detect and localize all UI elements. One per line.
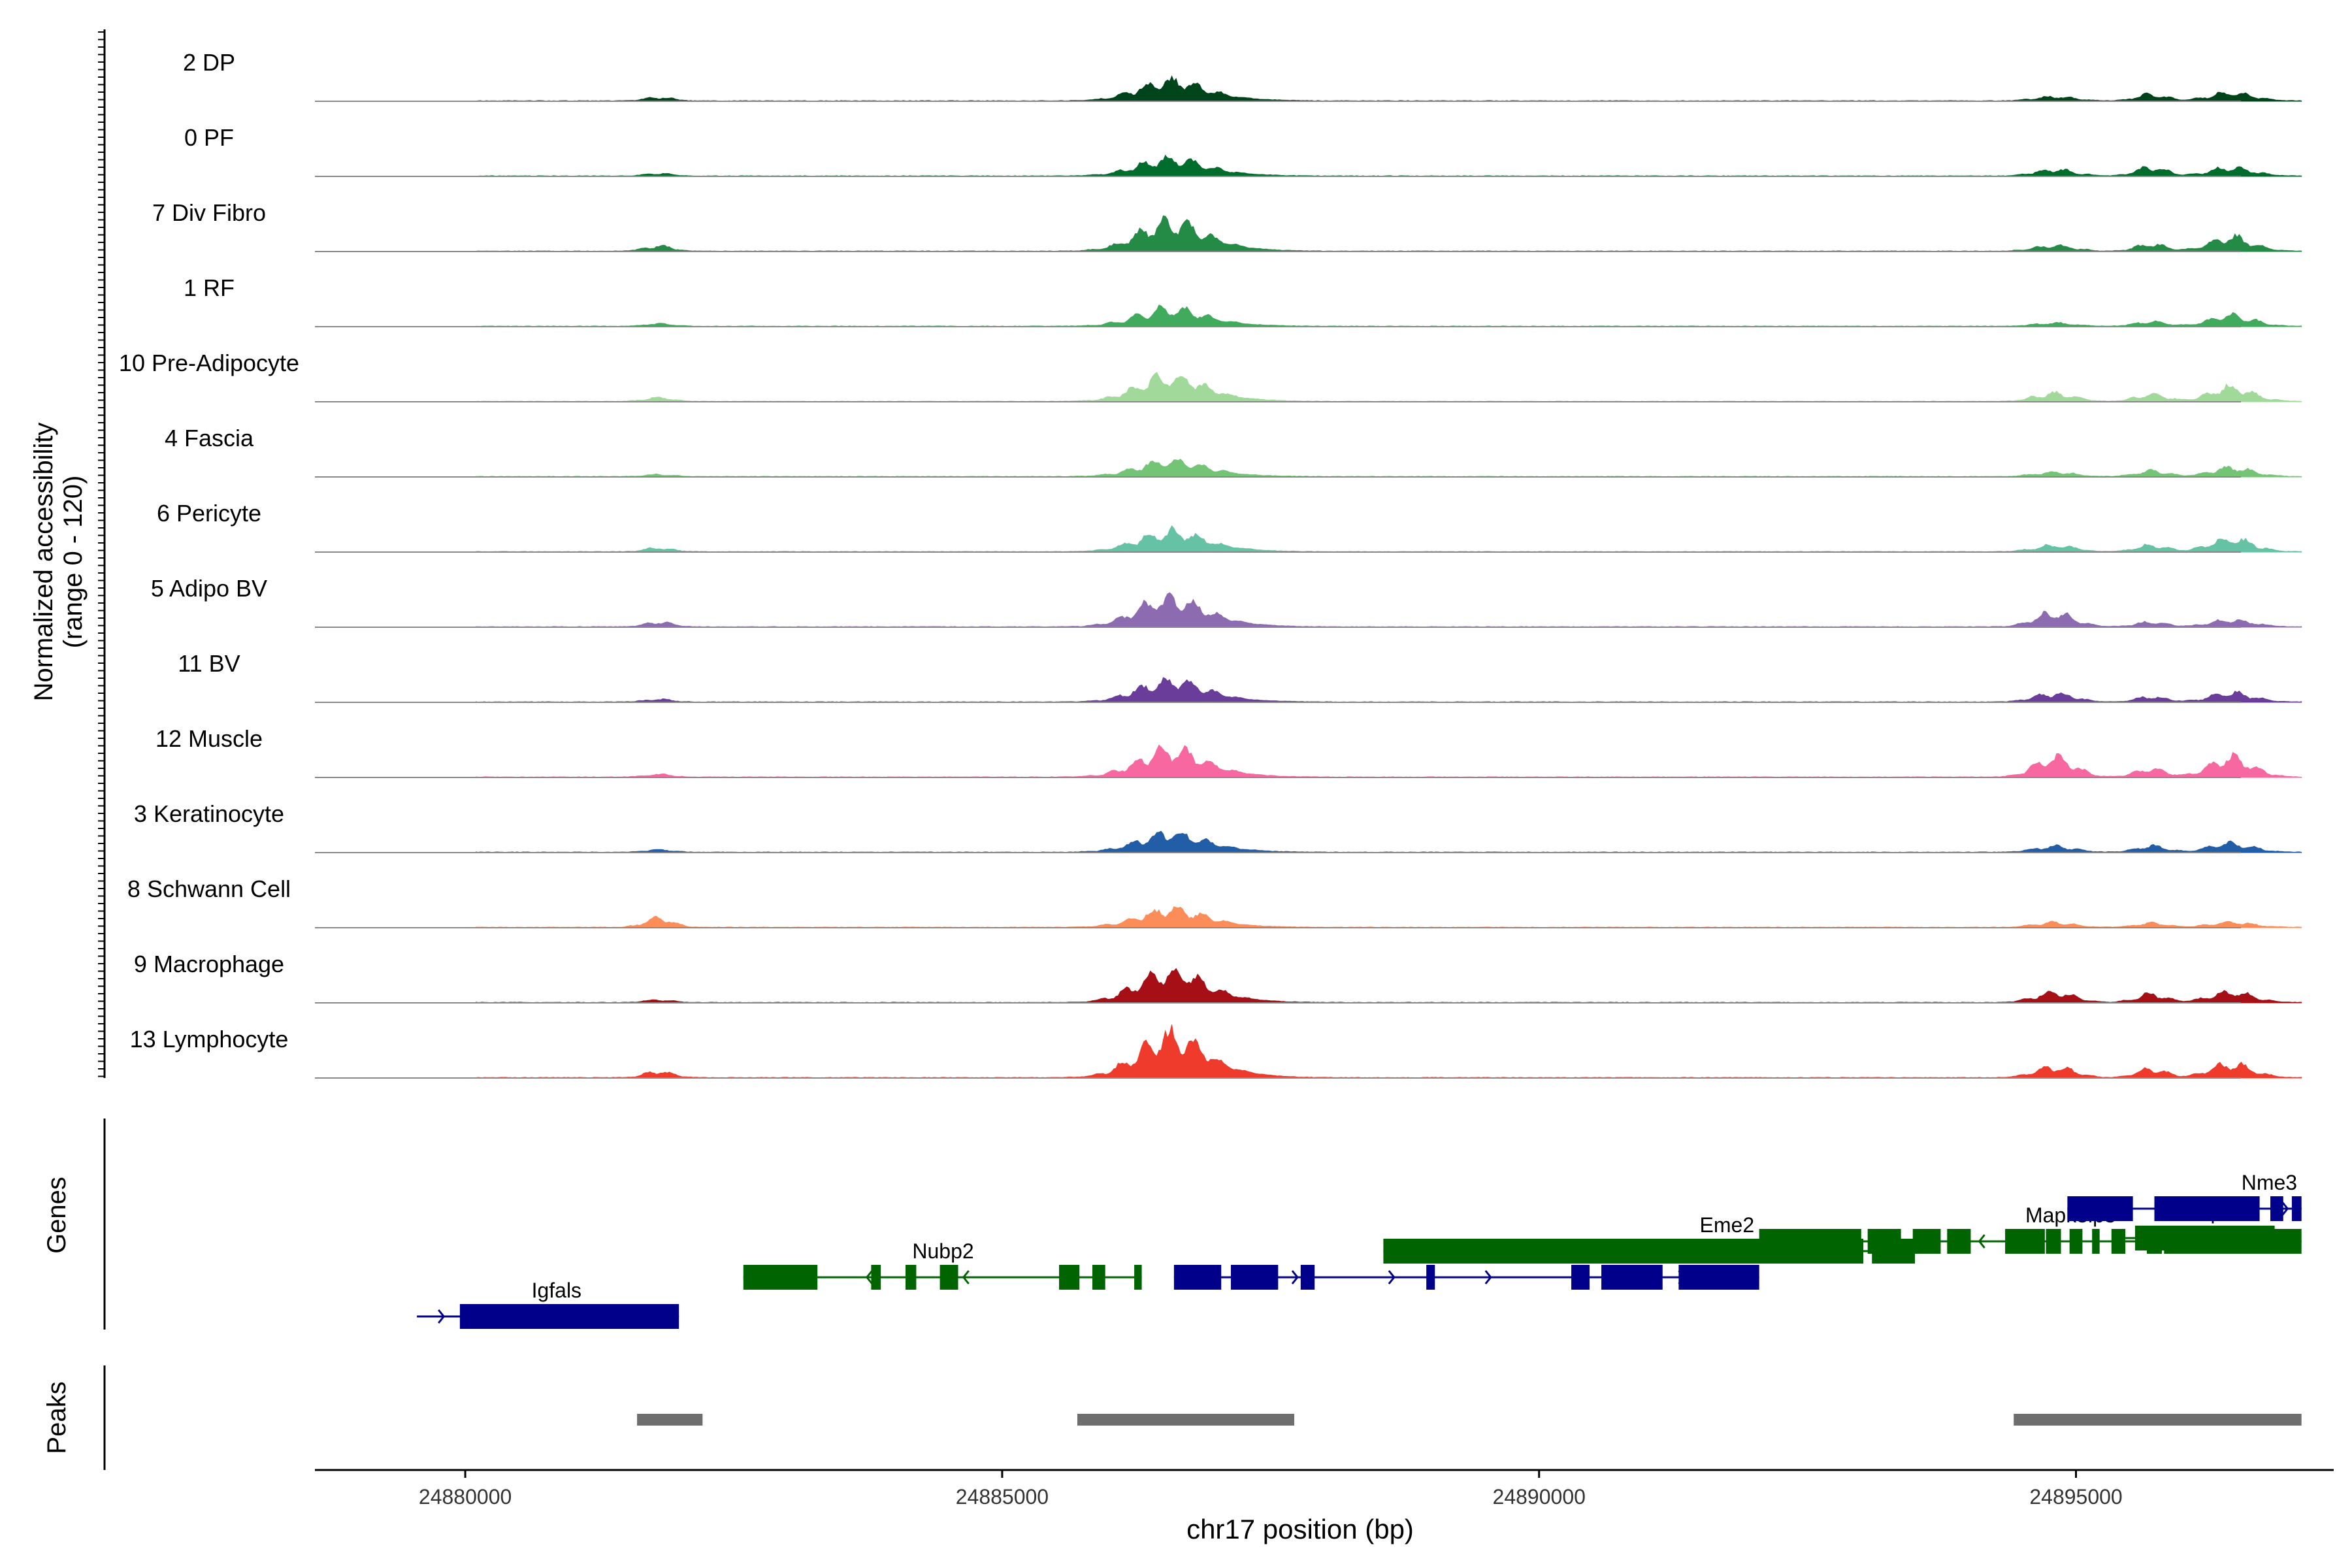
- track-3-keratinocyte: 3 Keratinocyte: [134, 800, 2302, 853]
- track-label: 9 Macrophage: [134, 951, 284, 977]
- gene-exon: [1173, 1265, 1222, 1290]
- gene-exon: [1912, 1229, 1941, 1254]
- y-axis-title-line1: Normalized accessibility: [29, 423, 58, 702]
- strand-arrow: [1388, 1270, 1396, 1284]
- track-13-lymphocyte: 13 Lymphocyte: [130, 1024, 2302, 1079]
- peaks-panel: [103, 1365, 2302, 1470]
- gene-exon: [1947, 1229, 1971, 1254]
- track-label: 4 Fascia: [165, 425, 254, 451]
- gene-label: Nubp2: [912, 1239, 973, 1263]
- x-axis-tick-label: 24890000: [1493, 1485, 1586, 1509]
- gene-igfals: Igfals: [417, 1279, 679, 1329]
- gene-exon: [2111, 1229, 2126, 1254]
- gene-exon: [2092, 1229, 2100, 1254]
- x-axis-title: chr17 position (bp): [1186, 1514, 1414, 1544]
- track-5-adipo-bv: 5 Adipo BV: [151, 575, 2302, 628]
- gene-exon: [2069, 1229, 2083, 1254]
- x-axis-tick-label: 24880000: [419, 1485, 512, 1509]
- track-label: 13 Lymphocyte: [130, 1026, 289, 1053]
- track-10-pre-adipocyte: 10 Pre-Adipocyte: [119, 350, 2302, 402]
- coverage-y-axis: [98, 29, 106, 1078]
- genes-panel-label: Genes: [42, 1177, 71, 1254]
- gene-label: Nme3: [2242, 1171, 2297, 1194]
- gene-exon: [1092, 1265, 1105, 1290]
- gene-exon: [1059, 1265, 1080, 1290]
- x-axis: 24880000 24885000 24890000 24895000: [315, 1469, 2334, 1509]
- gene-exon: [1678, 1265, 1759, 1290]
- strand-arrow: [1484, 1270, 1492, 1284]
- track-label: 12 Muscle: [155, 725, 263, 752]
- strand-arrow: [962, 1270, 970, 1284]
- peak-region: [1077, 1414, 1294, 1426]
- gene-exon: [871, 1265, 881, 1290]
- track-label: 11 BV: [178, 650, 240, 677]
- strand-arrow: [1291, 1270, 1299, 1284]
- track-label: 3 Keratinocyte: [134, 800, 284, 827]
- gene-exon: [1571, 1265, 1590, 1290]
- track-label: 5 Adipo BV: [151, 575, 267, 602]
- peak-region: [637, 1414, 703, 1426]
- track-9-macrophage: 9 Macrophage: [134, 951, 2302, 1004]
- strand-arrow: [2281, 1201, 2289, 1216]
- strand-arrow: [438, 1309, 446, 1324]
- track-label: 8 Schwann Cell: [127, 875, 291, 902]
- track-label: 1 RF: [184, 274, 235, 301]
- gene-exon: [1300, 1265, 1315, 1290]
- track-1-rf: 1 RF: [184, 274, 2302, 327]
- gene-label: Eme2: [1700, 1213, 1755, 1237]
- track-4-fascia: 4 Fascia: [165, 425, 2302, 478]
- gene-exon: [1426, 1265, 1435, 1290]
- gene-exon: [2005, 1229, 2045, 1254]
- gene-exon: [1231, 1265, 1279, 1290]
- gene-exon: [905, 1265, 917, 1290]
- gene-exon: [459, 1304, 679, 1329]
- x-axis-tick-label: 24885000: [956, 1485, 1049, 1509]
- gene-exon: [2067, 1196, 2133, 1221]
- track-label: 6 Pericyte: [157, 500, 261, 527]
- y-axis-title-line2: (range 0 - 120): [59, 476, 88, 649]
- gene-exon: [2291, 1196, 2302, 1221]
- track-6-pericyte: 6 Pericyte: [157, 500, 2302, 553]
- gene-exon: [743, 1265, 818, 1290]
- track-label: 2 DP: [183, 49, 235, 76]
- genes-panel: IgfalsNubp2Spsb3Eme2Mapk8ip3Mrps34Nme3: [103, 1119, 2302, 1330]
- track-label: 7 Div Fibro: [152, 199, 266, 226]
- strand-arrow: [865, 1270, 873, 1284]
- gene-exon: [1867, 1229, 1901, 1254]
- track-label: 0 PF: [184, 124, 234, 151]
- gene-label: Igfals: [532, 1279, 581, 1302]
- gene-exon: [2046, 1229, 2061, 1254]
- track-8-schwann-cell: 8 Schwann Cell: [127, 875, 2302, 928]
- strand-arrow: [1978, 1234, 1985, 1249]
- peak-region: [2014, 1414, 2302, 1426]
- track-label: 10 Pre-Adipocyte: [119, 350, 299, 376]
- gene-exon: [2134, 1226, 2275, 1250]
- gene-nme3: Nme3: [2067, 1171, 2302, 1221]
- gene-exon: [1759, 1229, 1861, 1254]
- track-12-muscle: 12 Muscle: [155, 725, 2302, 778]
- gene-exon: [2270, 1196, 2283, 1221]
- track-11-bv: 11 BV: [178, 650, 2302, 703]
- track-0-pf: 0 PF: [184, 124, 2302, 177]
- gene-exon: [2154, 1196, 2260, 1221]
- gene-exon: [1134, 1265, 1142, 1290]
- gene-exon: [1601, 1265, 1663, 1290]
- gene-nubp2: Nubp2: [743, 1239, 1142, 1290]
- track-7-div-fibro: 7 Div Fibro: [152, 199, 2302, 252]
- peaks-panel-label: Peaks: [42, 1381, 71, 1454]
- gene-exon: [939, 1265, 958, 1290]
- track-2-dp: 2 DP: [183, 49, 2302, 102]
- x-axis-tick-label: 24895000: [2029, 1485, 2122, 1509]
